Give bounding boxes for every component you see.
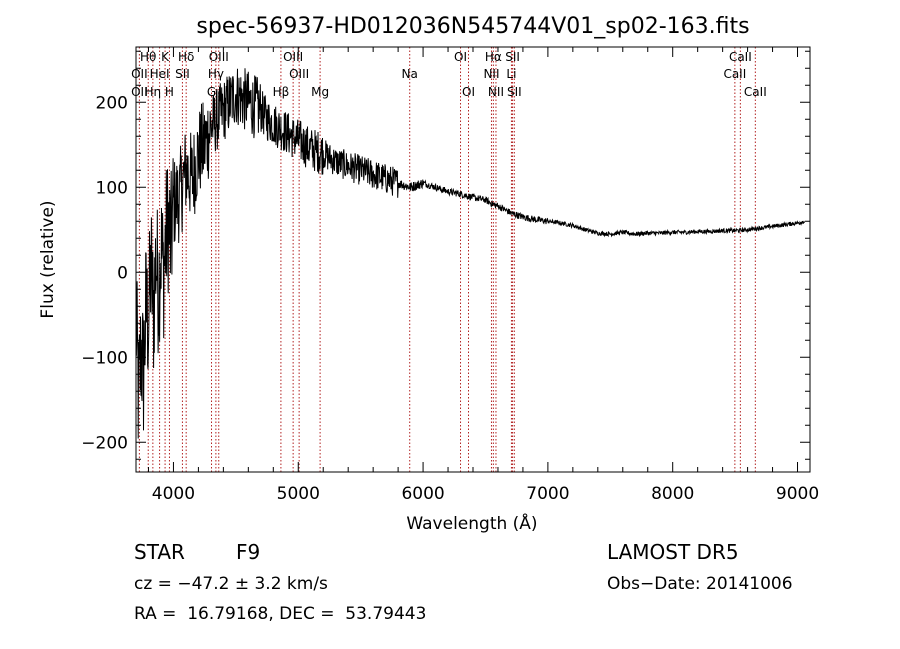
observation-date: Obs−Date: 20141006: [607, 574, 793, 594]
y-tick-label: 0: [117, 263, 128, 283]
line-label: OIII: [209, 50, 229, 64]
line-label: SII: [505, 50, 520, 64]
line-label: H: [165, 85, 174, 99]
line-label: G: [207, 85, 216, 99]
x-axis-ticks: 4000 5000 6000 7000 8000 9000: [147, 47, 819, 504]
line-label: CaII: [729, 50, 752, 64]
line-label: Hη: [145, 85, 162, 99]
y-tick-label: 100: [96, 178, 128, 198]
line-label: Na: [402, 67, 418, 81]
line-label: OIII: [289, 67, 309, 81]
line-label: OII: [131, 85, 148, 99]
line-label: Li: [506, 67, 516, 81]
x-tick-label: 5000: [277, 484, 320, 504]
y-tick-label: −200: [81, 433, 128, 453]
x-axis-label: Wavelength (Å): [406, 512, 537, 534]
line-label: K: [161, 50, 170, 64]
survey-release: LAMOST DR5: [607, 540, 739, 564]
line-label: CaII: [723, 67, 746, 81]
chart-title: spec-56937-HD012036N545744V01_sp02-163.f…: [196, 14, 749, 39]
spectrum-line: [135, 68, 806, 439]
y-axis-label: Flux (relative): [38, 200, 58, 318]
line-label: HeI: [150, 67, 170, 81]
x-tick-label: 4000: [152, 484, 195, 504]
line-label: OI: [454, 50, 467, 64]
line-label: OII: [131, 67, 148, 81]
line-label: Hγ: [208, 67, 224, 81]
y-tick-label: −100: [81, 348, 128, 368]
y-tick-label: 200: [96, 93, 128, 113]
spectral-subclass: F9: [236, 540, 261, 564]
line-label: Hδ: [178, 50, 194, 64]
redshift-velocity: cz = −47.2 ± 3.2 km/s: [134, 574, 328, 594]
x-tick-label: 8000: [651, 484, 694, 504]
line-label: NII: [483, 67, 499, 81]
x-tick-label: 7000: [526, 484, 569, 504]
x-tick-label: 9000: [776, 484, 819, 504]
ra-dec-coordinates: RA = 16.79168, DEC = 53.79443: [134, 604, 427, 624]
line-label: SII: [507, 85, 522, 99]
line-label: OI: [462, 85, 475, 99]
line-label: Hβ: [273, 85, 290, 99]
x-tick-label: 6000: [401, 484, 444, 504]
line-label: OIII: [283, 50, 303, 64]
line-label: Mg: [311, 85, 329, 99]
line-label: SII: [175, 67, 190, 81]
y-axis-ticks: −200 −100 0 100 200: [81, 50, 810, 460]
line-label: Hθ: [140, 50, 156, 64]
line-label: Hα: [485, 50, 502, 64]
line-label: NII: [488, 85, 504, 99]
object-type: STAR: [134, 540, 185, 564]
line-label: CaII: [744, 85, 767, 99]
